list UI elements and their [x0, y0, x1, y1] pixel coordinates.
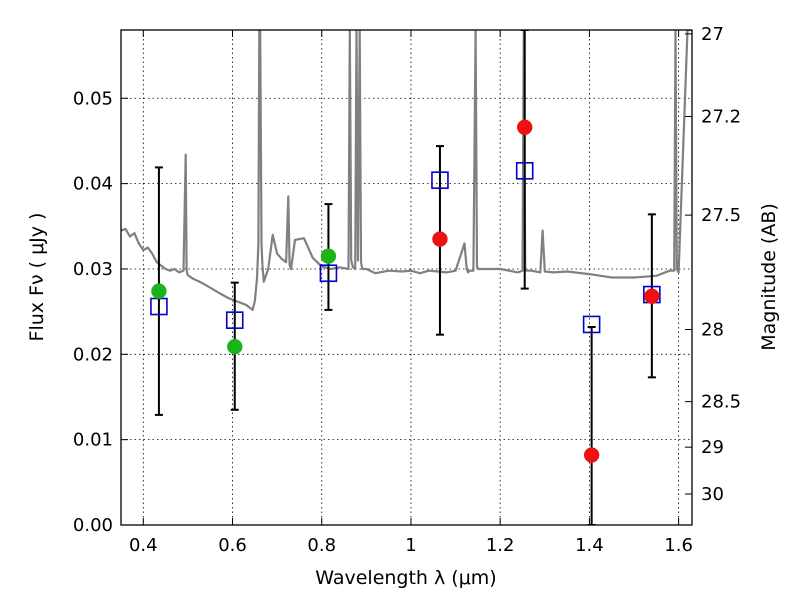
x-tick-label: 1.6: [664, 535, 693, 556]
x-tick-label: 1: [405, 535, 416, 556]
model-flux-point: [320, 248, 337, 264]
x-tick-label: 1.2: [486, 535, 515, 556]
x-tick-label: 0.4: [129, 535, 158, 556]
x-axis-label: Wavelength λ (μm): [315, 567, 496, 589]
observed-flux-square: [582, 315, 601, 334]
x-tick-label: 0.8: [307, 535, 336, 556]
markers-layer: [150, 119, 661, 463]
x-tick-label: 1.4: [575, 535, 604, 556]
y2-tick-label: 30: [701, 484, 724, 505]
y-tick-label: 0.00: [73, 515, 113, 536]
grid-lines: [121, 30, 692, 526]
y2-axis-label: Magnitude (AB): [758, 203, 780, 351]
model-flux-point: [227, 338, 243, 355]
y-axis-ticks: 0.00 0.01 0.02 0.03 0.04 0.05: [73, 88, 128, 536]
y2-axis-ticks: 27 27.2 27.5 28 28.5 29 30: [685, 24, 741, 505]
model-flux-point: [583, 447, 600, 463]
model-spectrum-layer: [121, 30, 692, 311]
y-tick-label: 0.01: [73, 430, 113, 451]
y2-tick-label: 27.5: [701, 205, 741, 226]
y-tick-label: 0.02: [73, 344, 113, 365]
y-tick-label: 0.03: [73, 259, 113, 280]
y2-tick-label: 29: [701, 437, 724, 458]
model-flux-point: [516, 119, 533, 136]
observed-flux-square: [431, 171, 449, 190]
y2-tick-label: 28: [701, 319, 724, 340]
y2-tick-label: 27: [701, 24, 724, 45]
y-axis-label: Flux Fν ( μJy ): [26, 213, 48, 342]
observed-flux-square: [225, 311, 244, 329]
plot-frame: [120, 29, 693, 526]
x-tick-label: 0.6: [218, 535, 247, 556]
observed-flux-square: [319, 264, 338, 283]
y2-tick-label: 28.5: [701, 392, 741, 413]
x-axis-ticks: 0.4 0.6 0.8 1 1.2 1.4 1.6: [129, 30, 693, 556]
model-flux-point: [644, 288, 660, 305]
y-tick-label: 0.04: [73, 174, 113, 195]
model-flux-point: [432, 231, 448, 247]
observed-flux-square: [515, 162, 534, 180]
error-bars-layer: [154, 30, 656, 525]
model-flux-point: [151, 283, 167, 299]
model-spectrum-line: [121, 30, 692, 311]
y2-tick-label: 27.2: [701, 107, 741, 128]
y-tick-label: 0.05: [73, 88, 113, 109]
